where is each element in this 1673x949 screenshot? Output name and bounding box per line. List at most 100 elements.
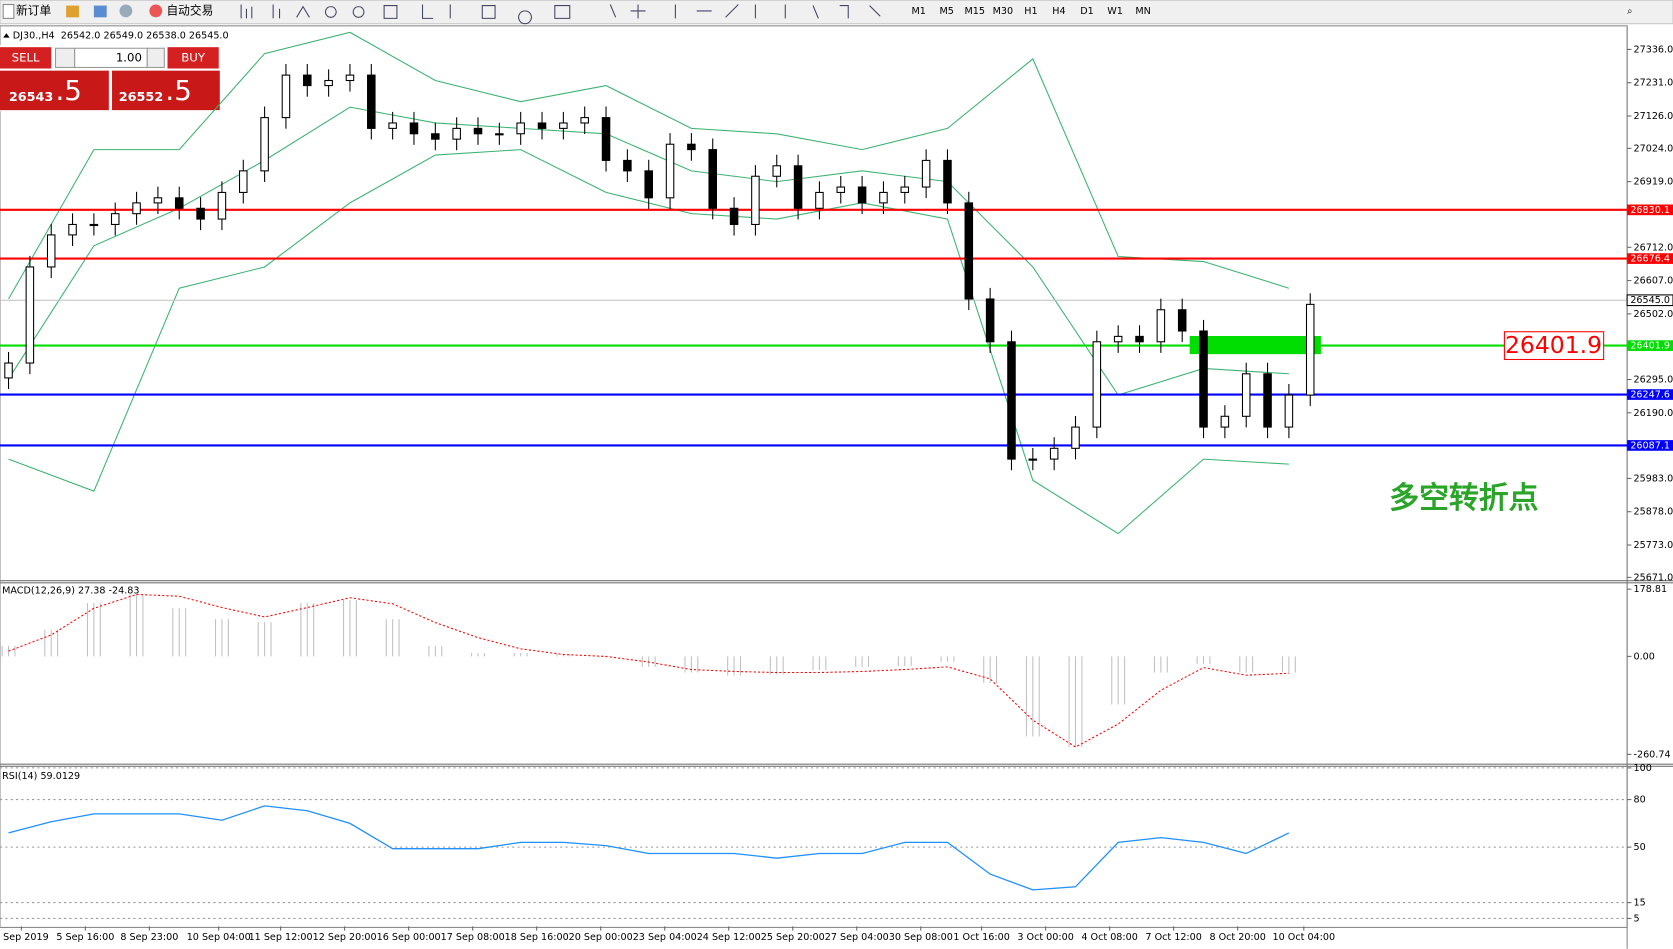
candle-body bbox=[921, 159, 931, 188]
price-level-tag bbox=[1627, 440, 1673, 451]
x-tick-label: 4 Sep 2019 bbox=[0, 932, 49, 943]
candle-body bbox=[110, 213, 120, 225]
candle-body bbox=[1135, 335, 1144, 343]
level-callout-box bbox=[1503, 331, 1605, 361]
x-tick-label: 20 Sep 00:00 bbox=[569, 932, 633, 943]
candle-body bbox=[1092, 341, 1102, 428]
candle-body bbox=[324, 79, 333, 87]
price-level-label: 26401.9 bbox=[1630, 341, 1670, 352]
y-tick-label: 25773.0 bbox=[1634, 540, 1673, 551]
x-tick-label: 10 Oct 04:00 bbox=[1273, 932, 1336, 943]
candle-body bbox=[964, 202, 974, 300]
timeframe-button[interactable]: MN bbox=[1135, 6, 1150, 17]
lots-up[interactable] bbox=[146, 47, 165, 68]
candle-body bbox=[174, 197, 184, 209]
level-callout: 26401.9 bbox=[1505, 331, 1602, 359]
search-icon[interactable]: ⌕ bbox=[1627, 6, 1632, 17]
sell-price: 26543 bbox=[9, 90, 54, 105]
candle-body bbox=[665, 143, 675, 199]
timeframe-button[interactable]: W1 bbox=[1107, 6, 1123, 17]
chart-area bbox=[0, 25, 1628, 928]
x-tick-label: 16 Sep 00:00 bbox=[377, 932, 441, 943]
icon[interactable] bbox=[119, 4, 133, 18]
candle-body bbox=[89, 223, 99, 227]
candle-body bbox=[1071, 426, 1080, 449]
lots-down[interactable] bbox=[54, 47, 76, 68]
buy-price: 26552 bbox=[119, 90, 164, 105]
rsi-label: RSI(14) 59.0129 bbox=[2, 771, 80, 782]
x-tick-label: 12 Sep 20:00 bbox=[313, 932, 377, 943]
x-tick-label: 23 Sep 04:00 bbox=[633, 932, 697, 943]
timeframe-button[interactable]: D1 bbox=[1080, 6, 1094, 17]
candle-body bbox=[708, 149, 717, 209]
y-tick-label: 26607.0 bbox=[1634, 276, 1673, 287]
icon[interactable] bbox=[93, 5, 107, 18]
buy-price-fraction: .5 bbox=[165, 74, 191, 107]
candle-body bbox=[1156, 309, 1166, 343]
candle-body bbox=[367, 74, 376, 129]
candle-body bbox=[623, 159, 632, 172]
icon[interactable] bbox=[66, 5, 79, 18]
auto-trading-button[interactable]: 自动交易 bbox=[166, 3, 213, 17]
y-tick-label: 26190.0 bbox=[1634, 408, 1673, 419]
y-tick-label: 26919.0 bbox=[1634, 177, 1673, 188]
new-order-icon[interactable] bbox=[2, 3, 15, 19]
timeframe-button[interactable]: M30 bbox=[993, 6, 1014, 17]
candle-body bbox=[601, 117, 611, 161]
candle-body bbox=[431, 133, 440, 140]
price-level-label: 26247.6 bbox=[1630, 390, 1670, 401]
x-tick-label: 8 Oct 20:00 bbox=[1209, 932, 1265, 943]
timeframe-button[interactable]: M5 bbox=[940, 6, 954, 17]
price-level-tag bbox=[1626, 294, 1673, 307]
y-tick-label: 25983.0 bbox=[1634, 473, 1673, 484]
rsi-line bbox=[8, 805, 1290, 891]
macd-signal bbox=[8, 593, 1289, 748]
candle-body bbox=[516, 122, 525, 135]
x-tick-label: 10 Sep 04:00 bbox=[187, 932, 251, 943]
candle-body bbox=[1199, 330, 1208, 428]
candle-body bbox=[303, 74, 312, 87]
y-tick-label: 100 bbox=[1634, 763, 1652, 774]
new-order-button[interactable]: 新订单 bbox=[16, 3, 51, 17]
y-tick-label: 26295.0 bbox=[1634, 375, 1673, 386]
sell-price-box[interactable] bbox=[0, 70, 109, 111]
sell-button[interactable] bbox=[0, 47, 52, 69]
bollinger-band bbox=[8, 31, 1290, 300]
timeframe-button[interactable]: H1 bbox=[1024, 6, 1037, 17]
level-zone bbox=[1189, 336, 1321, 355]
candle-body bbox=[153, 197, 163, 204]
timeframe-button[interactable]: M15 bbox=[965, 6, 986, 17]
candle-body bbox=[132, 202, 141, 215]
candle-body bbox=[1241, 373, 1251, 417]
collapse-arrow[interactable] bbox=[3, 33, 10, 38]
y-tick-label: 178.81 bbox=[1634, 584, 1668, 595]
buy-label[interactable]: BUY bbox=[181, 50, 206, 64]
candle-body bbox=[1007, 341, 1016, 460]
candle-body bbox=[900, 186, 910, 193]
timeframe-button[interactable]: H4 bbox=[1052, 6, 1065, 17]
x-tick-label: 1 Oct 16:00 bbox=[953, 932, 1009, 943]
x-tick-label: 17 Sep 08:00 bbox=[441, 932, 505, 943]
candle-body bbox=[1177, 309, 1187, 332]
candle-body bbox=[1305, 303, 1315, 396]
x-tick-label: 8 Sep 23:00 bbox=[120, 932, 178, 943]
candle-body bbox=[473, 127, 483, 135]
candle-body bbox=[1049, 447, 1059, 460]
lots-value[interactable]: 1.00 bbox=[116, 50, 142, 64]
buy-button[interactable] bbox=[167, 47, 219, 69]
buy-price-box[interactable] bbox=[112, 70, 220, 111]
sell-label[interactable]: SELL bbox=[12, 50, 40, 64]
candle-body bbox=[196, 207, 205, 220]
candle-body bbox=[985, 298, 995, 343]
candle-body bbox=[68, 223, 77, 236]
price-level-label: 26087.1 bbox=[1630, 440, 1670, 451]
candle-body bbox=[559, 122, 568, 129]
timeframe-button[interactable]: M1 bbox=[911, 6, 925, 17]
auto-trading-icon[interactable] bbox=[149, 4, 163, 18]
candle-body bbox=[644, 170, 653, 199]
x-tick-label: 18 Sep 16:00 bbox=[505, 932, 569, 943]
candle-body bbox=[452, 127, 461, 140]
y-tick-label: 50 bbox=[1634, 842, 1646, 853]
candle-body bbox=[836, 186, 846, 193]
